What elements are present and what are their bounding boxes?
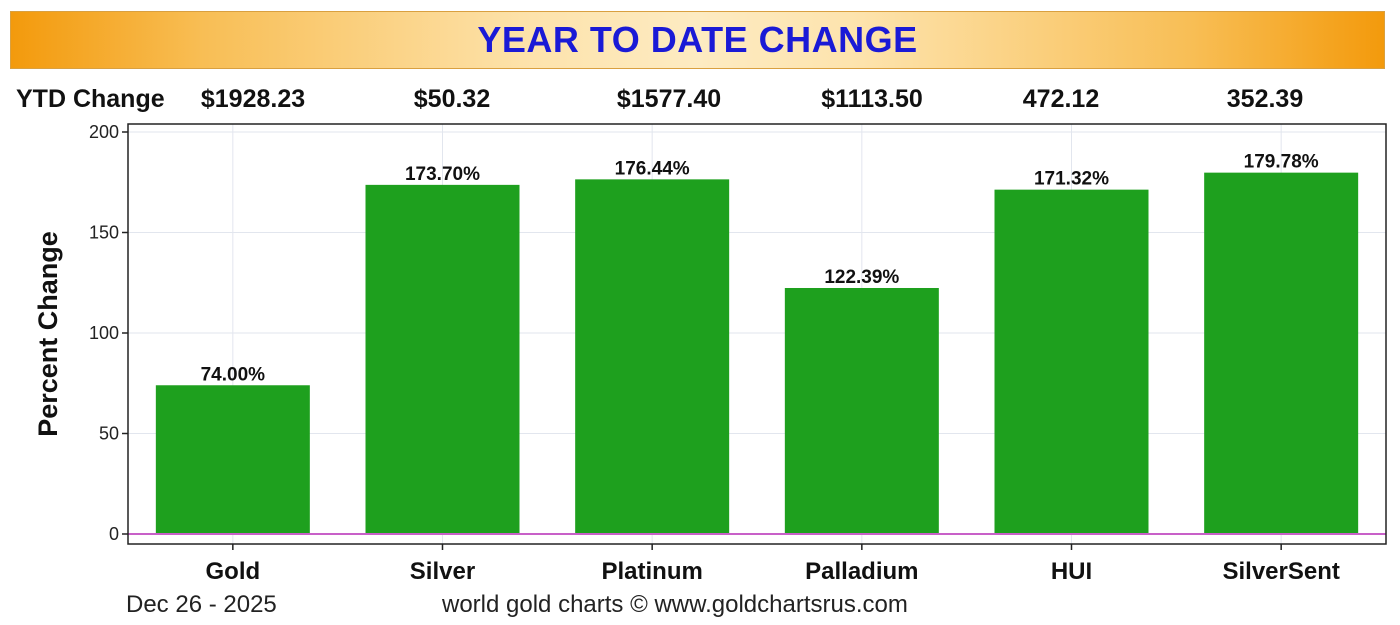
- x-tick-label-platinum: Platinum: [601, 558, 702, 585]
- x-tick-label-silversent: SilverSent: [1222, 558, 1339, 585]
- chart-date: Dec 26 - 2025: [126, 591, 277, 618]
- bar-silver: [365, 184, 520, 534]
- x-tick-label-palladium: Palladium: [805, 558, 918, 585]
- x-tick-label-silver: Silver: [410, 558, 475, 585]
- y-tick-label-3: 150: [89, 223, 119, 243]
- ytd-value-platinum: $1577.40: [616, 85, 722, 113]
- ytd-value-hui: 472.12: [1022, 85, 1100, 113]
- ytd-value-silversent: 352.39: [1226, 85, 1304, 113]
- chart-credit: world gold charts © www.goldchartsrus.co…: [442, 591, 908, 618]
- y-tick-label-2: 100: [89, 323, 119, 343]
- y-axis-label: Percent Change: [33, 231, 63, 437]
- plot-border: [127, 123, 1387, 545]
- data-label-gold: 74.00%: [201, 364, 266, 385]
- chart-title: YEAR TO DATE CHANGE: [477, 19, 918, 60]
- data-label-silversent: 179.78%: [1244, 152, 1319, 173]
- ytd-value-palladium: $1113.50: [821, 85, 923, 113]
- ytd-change-label: YTD Change: [16, 85, 165, 113]
- x-tick-label-gold: Gold: [206, 558, 261, 585]
- data-label-platinum: 176.44%: [615, 158, 690, 179]
- x-tick-label-hui: HUI: [1051, 558, 1092, 585]
- y-tick-label-4: 200: [89, 122, 119, 142]
- y-tick-label-0: 0: [109, 524, 119, 544]
- data-label-silver: 173.70%: [405, 164, 480, 185]
- bar-palladium: [784, 287, 939, 534]
- data-label-palladium: 122.39%: [824, 267, 899, 288]
- y-tick-label-1: 50: [99, 424, 119, 444]
- ytd-value-gold: $1928.23: [200, 85, 306, 113]
- bar-silversent: [1204, 172, 1359, 534]
- bar-platinum: [575, 179, 730, 535]
- plot-area: [128, 124, 1386, 544]
- bar-hui: [994, 189, 1149, 535]
- data-label-hui: 171.32%: [1034, 169, 1109, 190]
- title-banner: YEAR TO DATE CHANGE: [10, 11, 1385, 69]
- bar-gold: [155, 385, 310, 534]
- ytd-value-silver: $50.32: [413, 85, 491, 113]
